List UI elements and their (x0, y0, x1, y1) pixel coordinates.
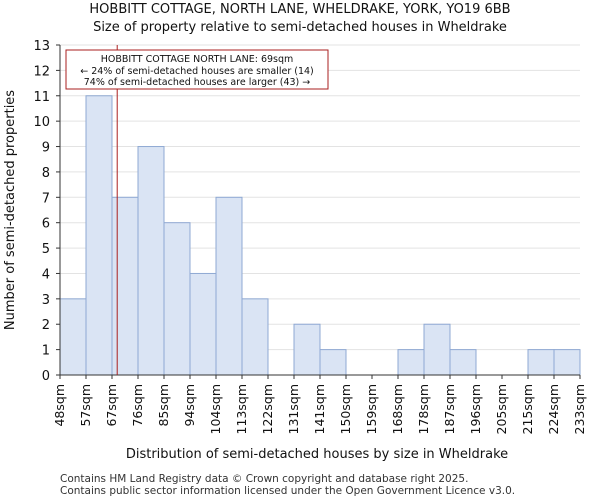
histogram-bar (397, 349, 425, 376)
histogram-bar (111, 196, 139, 376)
x-tick-label: 85sqm (156, 384, 171, 427)
histogram-bar (163, 222, 191, 376)
x-tick-label: 215sqm (520, 384, 535, 434)
x-tick-label: 178sqm (416, 384, 431, 434)
y-tick-label: 8 (42, 166, 50, 181)
y-tick-label: 4 (42, 267, 50, 282)
footer-licence: Contains public sector information licen… (60, 485, 516, 497)
annotation-line-3: 74% of semi-detached houses are larger (… (84, 77, 311, 88)
x-tick-label: 150sqm (338, 384, 353, 434)
y-axis-label: Number of semi-detached properties (3, 90, 18, 330)
y-tick-label: 6 (42, 217, 50, 232)
chart-subtitle: Size of property relative to semi-detach… (93, 20, 507, 35)
y-tick-label: 10 (33, 115, 50, 130)
x-tick-label: 76sqm (130, 384, 145, 427)
annotation-line-2: ← 24% of semi-detached houses are smalle… (80, 66, 314, 77)
y-tick-label: 12 (33, 64, 50, 79)
y-tick-label: 7 (42, 191, 50, 206)
y-tick-label: 13 (33, 39, 50, 54)
histogram-bar (85, 95, 113, 376)
bars (59, 95, 581, 376)
histogram-bar (241, 298, 269, 376)
x-tick-label: 141sqm (312, 384, 327, 434)
x-tick-labels: 48sqm 57sqm 67sqm 76sqm 85sqm 94sqm 104sqm 113s… (52, 375, 587, 434)
annotation-line-1: HOBBITT COTTAGE NORTH LANE: 69sqm (101, 54, 294, 65)
x-tick-label: 187sqm (442, 384, 457, 434)
chart-title: HOBBITT COTTAGE, NORTH LANE, WHELDRAKE, … (89, 2, 511, 17)
y-tick-label: 0 (42, 369, 50, 384)
x-tick-label: 48sqm (52, 384, 67, 427)
y-tick-label: 11 (33, 90, 50, 105)
x-tick-label: 94sqm (182, 384, 197, 427)
x-tick-label: 67sqm (104, 384, 119, 427)
x-axis-label: Distribution of semi-detached houses by … (126, 447, 508, 462)
x-tick-label: 122sqm (260, 384, 275, 434)
annotation-box: HOBBITT COTTAGE NORTH LANE: 69sqm ← 24% … (65, 49, 329, 90)
x-tick-label: 57sqm (78, 384, 93, 427)
histogram-bar (59, 298, 87, 376)
histogram-bar (189, 272, 217, 376)
histogram-bar (215, 196, 243, 376)
histogram-bar (137, 146, 165, 376)
x-tick-label: 168sqm (390, 384, 405, 434)
histogram-bar (293, 323, 321, 376)
x-tick-label: 159sqm (364, 384, 379, 434)
histogram-bar (423, 323, 451, 376)
x-tick-label: 113sqm (234, 384, 249, 434)
footer-copyright: Contains HM Land Registry data © Crown c… (60, 473, 469, 485)
x-tick-label: 224sqm (546, 384, 561, 434)
y-tick-label: 1 (42, 344, 50, 359)
x-tick-label: 196sqm (468, 384, 483, 434)
x-tick-label: 205sqm (494, 384, 509, 434)
x-tick-label: 233sqm (572, 384, 587, 434)
x-tick-label: 131sqm (286, 384, 301, 434)
y-tick-label: 9 (42, 141, 50, 156)
x-tick-label: 104sqm (208, 384, 223, 434)
y-tick-label: 2 (42, 318, 50, 333)
histogram-bar (553, 349, 581, 376)
y-tick-label: 5 (42, 242, 50, 257)
histogram-bar (527, 349, 555, 376)
y-tick-label: 3 (42, 293, 50, 308)
histogram-bar (319, 349, 347, 376)
histogram-bar (449, 349, 477, 376)
